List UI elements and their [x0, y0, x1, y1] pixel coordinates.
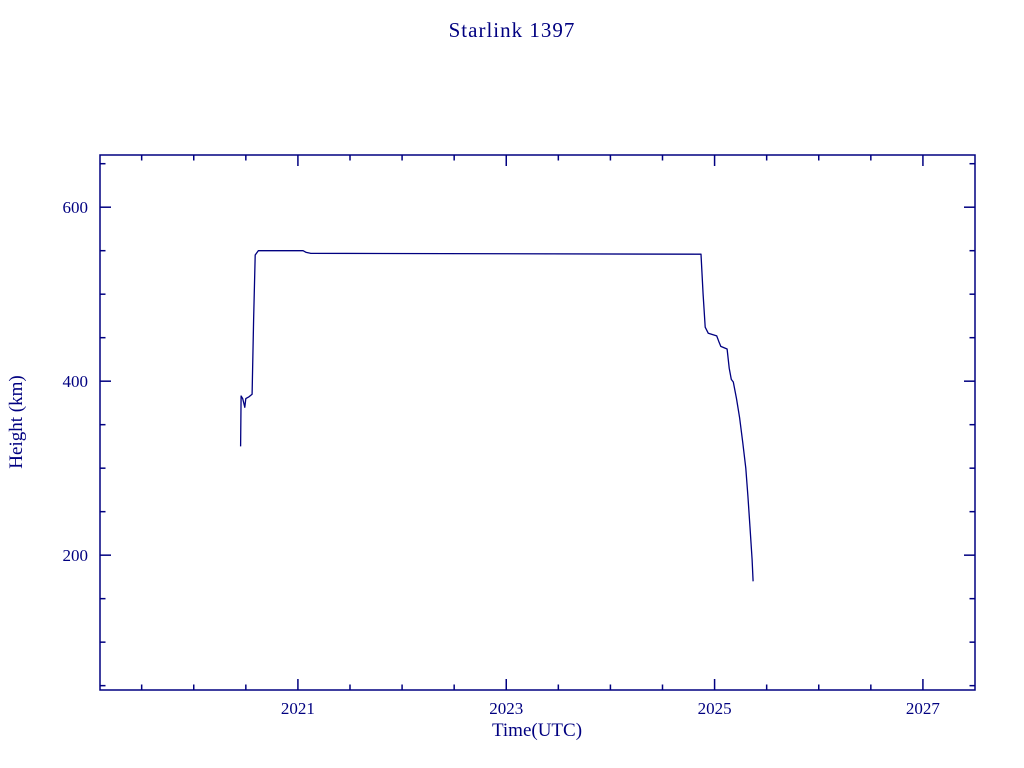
chart-title: Starlink 1397: [449, 18, 576, 42]
x-tick-label: 2027: [906, 699, 941, 718]
plot-frame: [99, 154, 976, 691]
y-tick-label: 600: [63, 198, 89, 217]
y-axis-label: Height (km): [6, 375, 27, 468]
x-axis-label: Time(UTC): [492, 720, 582, 741]
axis-tick-labels: 2021 2023 2025 2027 200 400 600: [63, 198, 941, 718]
x-tick-label: 2021: [281, 699, 315, 718]
axis-ticks: [100, 155, 975, 690]
x-tick-label: 2025: [698, 699, 732, 718]
x-tick-label: 2023: [489, 699, 523, 718]
height-line: [239, 250, 754, 582]
y-tick-label: 400: [63, 372, 89, 391]
y-tick-label: 200: [63, 546, 89, 565]
data-series: [239, 250, 754, 582]
